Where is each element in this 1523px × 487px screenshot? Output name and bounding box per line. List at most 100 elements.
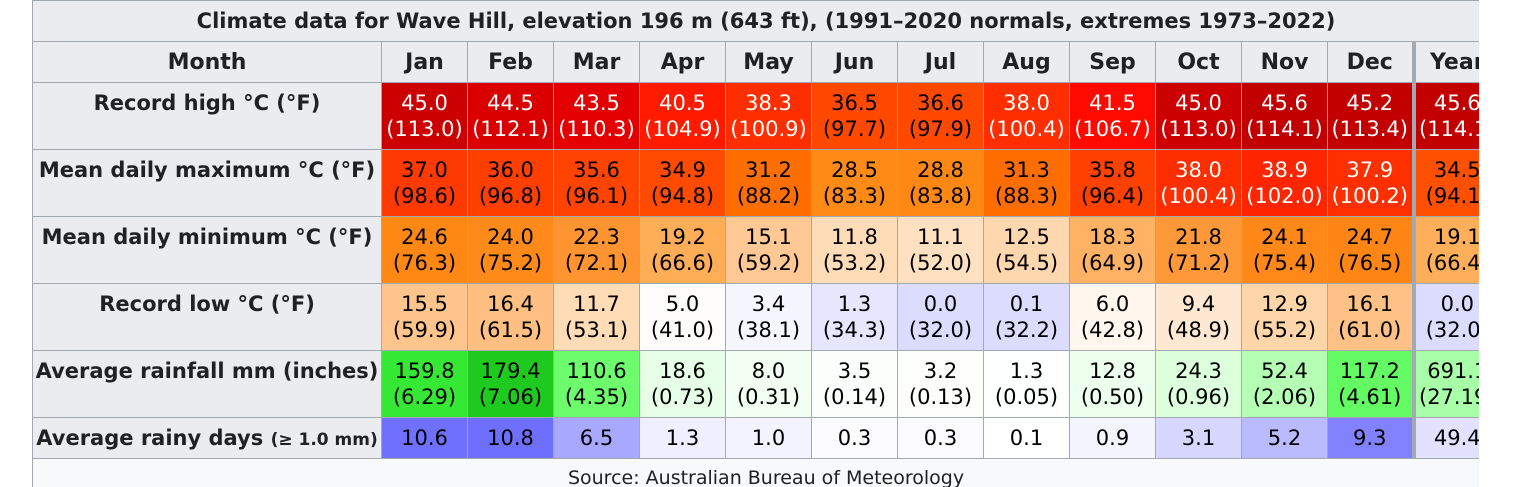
celsius-value: 691.1 (1427, 359, 1479, 383)
imperial-value: (4.35) (564, 385, 629, 409)
celsius-value: 5.2 (1267, 426, 1302, 450)
imperial-value: (32.2) (994, 318, 1059, 342)
data-cell: 11.7 (53.1) (553, 283, 640, 351)
celsius-value: 24.0 (487, 225, 534, 249)
imperial-value: (0.05) (994, 385, 1059, 409)
imperial-value: (61.0) (1338, 318, 1402, 342)
data-cell: 18.3 (64.9) (1069, 216, 1156, 284)
climate-table-container: Climate data for Wave Hill, elevation 19… (32, 0, 1479, 487)
imperial-value: (53.1) (564, 318, 629, 342)
celsius-value: 22.3 (573, 225, 620, 249)
month-header-nov: Nov (1241, 41, 1328, 83)
celsius-value: 8.0 (751, 359, 786, 383)
celsius-value: 3.2 (923, 359, 958, 383)
data-cell: 0.1 (983, 417, 1070, 459)
data-cell: 41.5 (106.7) (1069, 82, 1156, 150)
imperial-value: (88.3) (994, 184, 1059, 208)
data-cell: 28.5 (83.3) (811, 149, 898, 217)
imperial-value: (52.0) (908, 251, 973, 275)
celsius-value: 36.6 (917, 91, 964, 115)
imperial-value: (114.1) (1419, 117, 1479, 141)
data-cell: 3.5 (0.14) (811, 350, 898, 418)
data-cell: 40.5 (104.9) (639, 82, 726, 150)
imperial-value: (66.4) (1425, 251, 1479, 275)
imperial-value: (75.4) (1252, 251, 1317, 275)
celsius-value: 12.8 (1089, 359, 1136, 383)
month-header-feb: Feb (467, 41, 554, 83)
celsius-value: 34.5 (1433, 158, 1479, 182)
data-cell: 8.0 (0.31) (725, 350, 812, 418)
celsius-value: 52.4 (1261, 359, 1308, 383)
imperial-value: (96.4) (1080, 184, 1145, 208)
imperial-value: (66.6) (650, 251, 715, 275)
row-label-text: Record high °C (°F) (93, 91, 321, 115)
imperial-value: (94.8) (650, 184, 715, 208)
celsius-value: 45.6 (1433, 91, 1479, 115)
data-cell: 38.3 (100.9) (725, 82, 812, 150)
table-row: Record high °C (°F) 45.0 (113.0) 44.5 (112.1… (32, 82, 1479, 150)
imperial-value: (72.1) (564, 251, 629, 275)
data-cell: 36.5 (97.7) (811, 82, 898, 150)
celsius-value: 16.1 (1346, 292, 1394, 316)
row-label-text: Mean daily minimum °C (°F) (41, 225, 373, 249)
imperial-value: (104.9) (644, 117, 721, 141)
data-cell: 24.1 (75.4) (1241, 216, 1328, 284)
imperial-value: (6.29) (392, 385, 457, 409)
celsius-value: 0.1 (1009, 426, 1044, 450)
celsius-value: 0.9 (1095, 426, 1130, 450)
data-cell: 12.9 (55.2) (1241, 283, 1328, 351)
celsius-value: 1.0 (751, 426, 786, 450)
data-cell: 0.0(32.0) (1411, 283, 1479, 351)
imperial-value: (38.1) (736, 318, 801, 342)
month-header: Month (32, 41, 382, 83)
celsius-value: 6.5 (579, 426, 614, 450)
imperial-value: (102.0) (1246, 184, 1323, 208)
data-cell: 45.0 (113.0) (381, 82, 468, 150)
month-header-dec: Dec (1327, 41, 1414, 83)
data-cell: 35.8 (96.4) (1069, 149, 1156, 217)
celsius-value: 45.0 (401, 91, 448, 115)
imperial-value: (76.3) (392, 251, 457, 275)
data-cell: 117.2 (4.61) (1327, 350, 1414, 418)
celsius-value: 28.8 (917, 158, 964, 182)
imperial-value: (34.3) (822, 318, 887, 342)
imperial-value: (83.8) (908, 184, 973, 208)
imperial-value: (54.5) (994, 251, 1059, 275)
data-cell: 3.1 (1155, 417, 1242, 459)
month-header-jan: Jan (381, 41, 468, 83)
table-row: Average rainy days (≥ 1.0 mm) 10.6 10.8 6.5… (32, 417, 1479, 459)
data-cell: 0.3 (897, 417, 984, 459)
data-cell: 10.8 (467, 417, 554, 459)
row-label: Mean daily minimum °C (°F) (32, 216, 382, 284)
celsius-value: 36.0 (487, 158, 534, 182)
data-cell: 52.4 (2.06) (1241, 350, 1328, 418)
imperial-value: (0.13) (908, 385, 973, 409)
celsius-value: 1.3 (665, 426, 700, 450)
celsius-value: 34.9 (659, 158, 706, 182)
celsius-value: 43.5 (573, 91, 620, 115)
row-label: Record high °C (°F) (32, 82, 382, 150)
celsius-value: 0.0 (923, 292, 958, 316)
celsius-value: 37.9 (1346, 158, 1394, 182)
data-cell: 22.3 (72.1) (553, 216, 640, 284)
row-label: Mean daily maximum °C (°F) (32, 149, 382, 217)
data-cell: 45.0 (113.0) (1155, 82, 1242, 150)
imperial-value: (64.9) (1080, 251, 1145, 275)
month-header-jul: Jul (897, 41, 984, 83)
celsius-value: 3.5 (837, 359, 872, 383)
celsius-value: 28.5 (831, 158, 878, 182)
celsius-value: 35.6 (573, 158, 620, 182)
row-label-text: Mean daily maximum °C (°F) (38, 158, 376, 182)
data-cell: 44.5 (112.1) (467, 82, 554, 150)
imperial-value: (100.2) (1331, 184, 1408, 208)
celsius-value: 1.3 (1009, 359, 1044, 383)
imperial-value: (71.2) (1166, 251, 1231, 275)
imperial-value: (55.2) (1252, 318, 1317, 342)
data-cell: 43.5 (110.3) (553, 82, 640, 150)
imperial-value: (59.2) (736, 251, 801, 275)
celsius-value: 9.4 (1181, 292, 1216, 316)
celsius-value: 10.8 (487, 426, 534, 450)
imperial-value: (97.9) (908, 117, 973, 141)
data-cell: 3.2 (0.13) (897, 350, 984, 418)
celsius-value: 0.1 (1009, 292, 1044, 316)
